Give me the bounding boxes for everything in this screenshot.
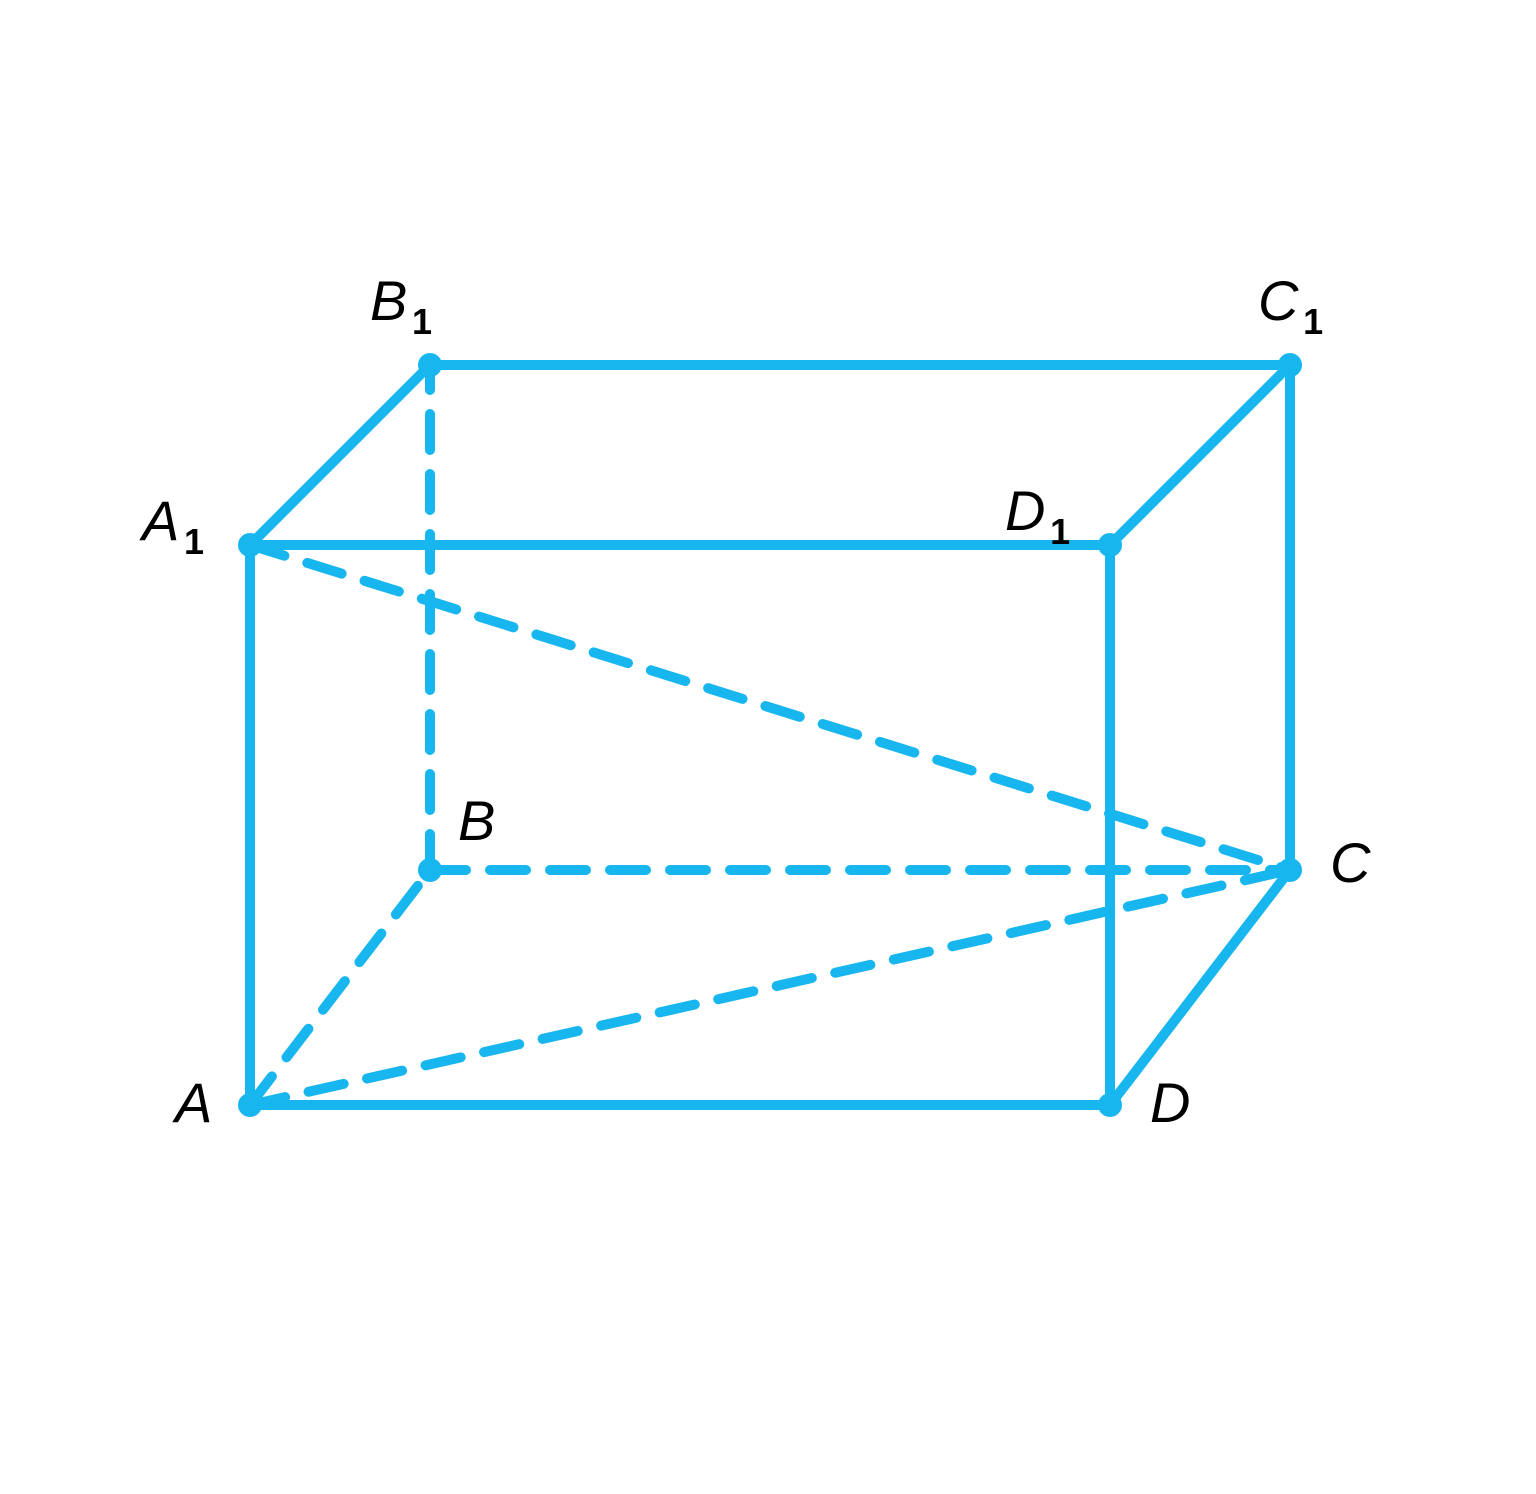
edge-hidden [250, 545, 1290, 870]
vertex-point [1098, 1093, 1122, 1117]
prism-diagram: A D C B A 1 D 1 C 1 B 1 [0, 0, 1536, 1494]
vertex-point [1278, 353, 1302, 377]
vertex-point [1098, 533, 1122, 557]
edges-dashed-group [250, 365, 1290, 1105]
vertex-label: B [458, 789, 495, 852]
vertex-label: A 1 [139, 489, 204, 562]
vertex-label: C [1330, 831, 1371, 894]
vertex-point [238, 533, 262, 557]
edge-visible [1110, 365, 1290, 545]
vertex-label: D [1150, 1071, 1190, 1134]
vertex-label: A [172, 1071, 212, 1134]
vertex-label: B 1 [370, 269, 432, 342]
vertex-point [1278, 858, 1302, 882]
vertex-point [238, 1093, 262, 1117]
vertex-point [418, 858, 442, 882]
vertices-group [238, 353, 1302, 1117]
vertex-label: D 1 [1005, 479, 1070, 552]
edges-solid-group [250, 365, 1290, 1105]
vertex-label: C 1 [1258, 269, 1323, 342]
vertex-point [418, 353, 442, 377]
edge-visible [250, 365, 430, 545]
